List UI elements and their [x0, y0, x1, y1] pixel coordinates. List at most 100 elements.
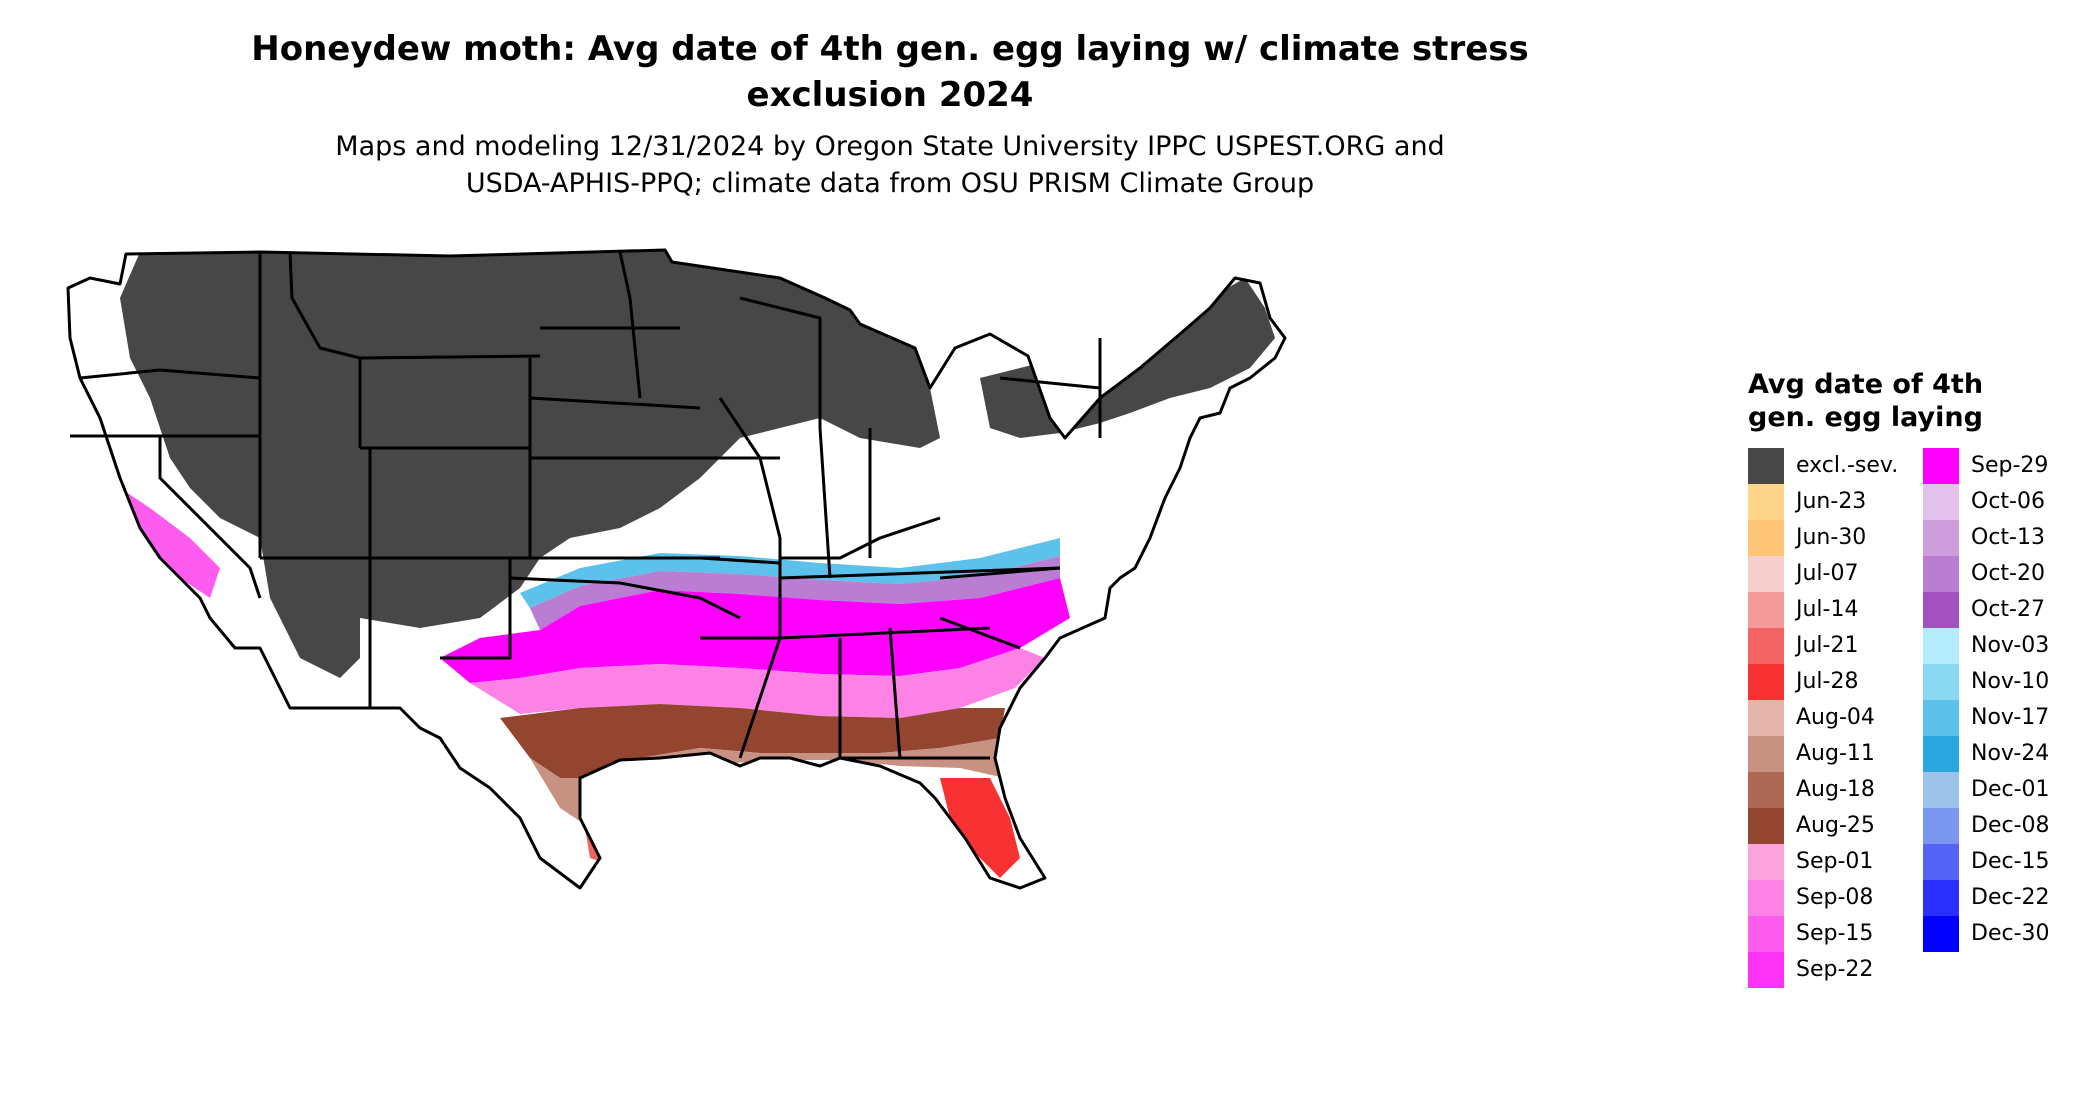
legend-item: Aug-04	[1748, 700, 1918, 736]
band-cyan	[520, 538, 1060, 608]
legend-label: Sep-22	[1796, 957, 1874, 982]
legend-item: Jul-14	[1748, 592, 1918, 628]
legend-swatch	[1748, 952, 1784, 988]
border-mt-wy	[359, 354, 541, 360]
legend-item: Jul-28	[1748, 664, 1918, 700]
legend-item: Oct-20	[1923, 556, 2093, 592]
legend-item: Nov-03	[1923, 628, 2093, 664]
legend-item: Dec-22	[1923, 880, 2093, 916]
legend-swatch	[1923, 916, 1959, 952]
legend-label: Aug-25	[1796, 813, 1875, 838]
region-excluded-southwest	[260, 538, 360, 678]
border-mississippi-river	[718, 397, 782, 759]
legend-item: Sep-08	[1748, 880, 1918, 916]
legend-item: Nov-17	[1923, 700, 2093, 736]
legend-swatch	[1748, 448, 1784, 484]
border-wi-mi	[739, 296, 822, 428]
legend-item: Jun-23	[1748, 484, 1918, 520]
legend-label: Aug-18	[1796, 777, 1875, 802]
legend-item: Sep-29	[1923, 448, 2093, 484]
legend-label: Dec-15	[1971, 849, 2050, 874]
legend-label: Dec-30	[1971, 921, 2050, 946]
legend: Avg date of 4th gen. egg laying excl.-se…	[1748, 368, 2068, 988]
legend-label: Sep-15	[1796, 921, 1874, 946]
legend-item: Dec-15	[1923, 844, 2093, 880]
map-subtitle: Maps and modeling 12/31/2024 by Oregon S…	[0, 128, 1780, 202]
map-title: Honeydew moth: Avg date of 4th gen. egg …	[0, 26, 1780, 118]
legend-label: Oct-20	[1971, 561, 2045, 586]
legend-item: Nov-10	[1923, 664, 2093, 700]
legend-swatch	[1748, 484, 1784, 520]
border-mo-ar	[699, 556, 781, 565]
legend-swatch	[1923, 880, 1959, 916]
legend-swatch	[1748, 808, 1784, 844]
legend-label: Nov-17	[1971, 705, 2050, 730]
border-sd-ne	[529, 396, 701, 410]
legend-label: Aug-11	[1796, 741, 1875, 766]
legend-item: Oct-13	[1923, 520, 2093, 556]
legend-item: Aug-25	[1748, 808, 1918, 844]
legend-item: Sep-01	[1748, 844, 1918, 880]
region-florida-red	[940, 778, 1020, 878]
border-pa-ny	[999, 376, 1101, 390]
legend-label: Nov-24	[1971, 741, 2050, 766]
legend-swatch	[1923, 844, 1959, 880]
legend-item: Aug-18	[1748, 772, 1918, 808]
legend-swatch	[1923, 556, 1959, 592]
border-al-ga	[888, 627, 902, 759]
legend-swatch	[1748, 592, 1784, 628]
legend-swatch	[1748, 556, 1784, 592]
legend-label: Sep-01	[1796, 849, 1874, 874]
legend-title-line2: gen. egg laying	[1748, 402, 1983, 433]
legend-swatch	[1748, 664, 1784, 700]
legend-label: Jun-30	[1796, 525, 1867, 550]
border-va-nc	[939, 566, 1061, 580]
legend-swatch	[1748, 844, 1784, 880]
border-ok-tx	[509, 576, 741, 620]
legend-label: excl.-sev.	[1796, 453, 1899, 478]
map-subtitle-line2: USDA-APHIS-PPQ; climate data from OSU PR…	[465, 168, 1315, 199]
legend-item: Oct-27	[1923, 592, 2093, 628]
legend-item: Aug-11	[1748, 736, 1918, 772]
legend-swatch	[1748, 628, 1784, 664]
legend-label: Aug-04	[1796, 705, 1875, 730]
legend-label: Oct-27	[1971, 597, 2045, 622]
legend-item: Jul-21	[1748, 628, 1918, 664]
legend-item: Nov-24	[1923, 736, 2093, 772]
legend-label: Jul-14	[1796, 597, 1859, 622]
legend-label: Dec-01	[1971, 777, 2050, 802]
legend-label: Jul-07	[1796, 561, 1859, 586]
legend-title: Avg date of 4th gen. egg laying	[1748, 368, 2068, 434]
legend-title-line1: Avg date of 4th	[1748, 369, 1984, 400]
legend-swatch	[1923, 700, 1959, 736]
map-title-line1: Honeydew moth: Avg date of 4th gen. egg …	[251, 29, 1529, 69]
legend-item: Sep-22	[1748, 952, 1918, 988]
legend-label: Nov-10	[1971, 669, 2050, 694]
legend-label: Dec-22	[1971, 885, 2050, 910]
legend-item: excl.-sev.	[1748, 448, 1918, 484]
border-ca-nv	[158, 436, 262, 599]
legend-swatch	[1923, 736, 1959, 772]
us-outline	[66, 248, 1287, 890]
legend-item: Dec-30	[1923, 916, 2093, 952]
legend-label: Sep-08	[1796, 885, 1874, 910]
legend-label: Oct-06	[1971, 489, 2045, 514]
border-tn-ms-al-ga	[779, 626, 991, 640]
band-purple	[530, 556, 1060, 630]
legend-item: Dec-08	[1923, 808, 2093, 844]
map-title-line2: exclusion 2024	[746, 75, 1034, 115]
legend-swatch	[1748, 916, 1784, 952]
legend-item: Jul-07	[1748, 556, 1918, 592]
legend-label: Dec-08	[1971, 813, 2050, 838]
legend-swatch	[1923, 484, 1959, 520]
conus-map	[66, 248, 1287, 890]
map-subtitle-line1: Maps and modeling 12/31/2024 by Oregon S…	[335, 131, 1445, 162]
legend-label: Jun-23	[1796, 489, 1867, 514]
legend-swatch	[1748, 520, 1784, 556]
border-wa-or	[79, 368, 261, 380]
border-il-in	[818, 427, 832, 579]
border-id-mt	[288, 251, 361, 360]
legend-swatch	[1748, 772, 1784, 808]
border-nm-tx	[440, 558, 512, 660]
legend-swatch	[1923, 628, 1959, 664]
